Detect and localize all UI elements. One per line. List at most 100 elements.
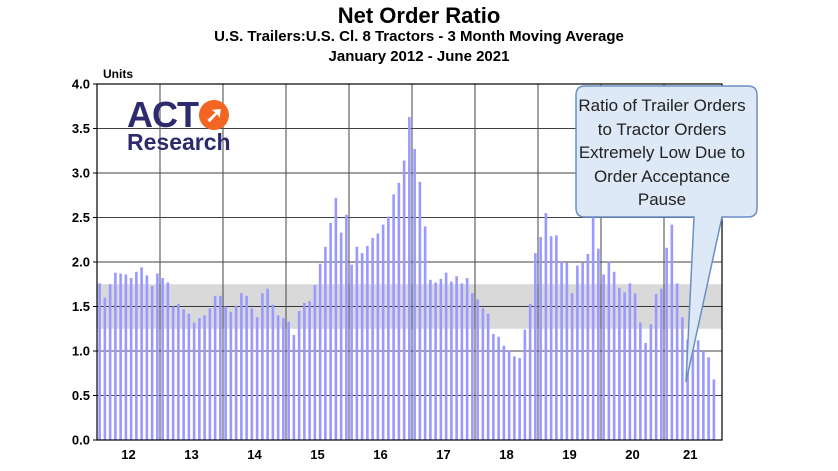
bar bbox=[145, 275, 149, 440]
bar bbox=[623, 292, 626, 440]
bar bbox=[103, 297, 107, 440]
bar bbox=[455, 276, 458, 440]
bar bbox=[234, 305, 238, 440]
bar bbox=[266, 288, 269, 440]
bar bbox=[292, 334, 296, 440]
bar bbox=[660, 288, 663, 440]
bar bbox=[628, 283, 632, 440]
bar bbox=[119, 273, 122, 440]
bar bbox=[339, 232, 343, 440]
bar bbox=[166, 282, 170, 440]
x-tick-label: 13 bbox=[184, 447, 198, 462]
bar bbox=[497, 336, 500, 440]
bar bbox=[597, 248, 600, 440]
bar bbox=[303, 302, 306, 440]
bar bbox=[486, 313, 490, 440]
bar bbox=[150, 286, 154, 440]
bar bbox=[633, 293, 637, 440]
chart-date-range: January 2012 - June 2021 bbox=[328, 48, 510, 65]
bar bbox=[670, 224, 674, 440]
y-tick-label: 4.0 bbox=[72, 77, 90, 92]
callout-bubble bbox=[575, 85, 758, 383]
x-tick-label: 17 bbox=[436, 447, 450, 462]
bar bbox=[570, 293, 574, 440]
y-tick-label: 0.0 bbox=[72, 433, 90, 448]
bar bbox=[702, 351, 705, 440]
callout-annotation: Ratio of Trailer Orders to Tractor Order… bbox=[578, 96, 746, 209]
bar bbox=[208, 308, 212, 440]
bar bbox=[282, 318, 285, 440]
bar bbox=[308, 301, 311, 440]
x-tick-label: 20 bbox=[625, 447, 639, 462]
bar bbox=[418, 181, 422, 440]
bar bbox=[576, 265, 579, 440]
y-tick-label: 0.5 bbox=[72, 388, 90, 403]
bar bbox=[229, 311, 233, 440]
bar bbox=[492, 334, 495, 440]
bar bbox=[586, 253, 590, 440]
bar bbox=[213, 295, 217, 440]
bar bbox=[654, 294, 658, 440]
bar bbox=[507, 350, 511, 440]
y-tick-label: 2.5 bbox=[72, 210, 90, 225]
bar bbox=[675, 283, 679, 440]
bar bbox=[313, 285, 317, 440]
arrow-icon: ➚ bbox=[199, 100, 229, 130]
bar bbox=[681, 317, 684, 440]
y-tick-label: 1.0 bbox=[72, 344, 90, 359]
bar bbox=[429, 279, 432, 440]
bar bbox=[360, 253, 364, 440]
bar bbox=[691, 340, 695, 440]
bar bbox=[707, 357, 710, 440]
act-research-logo: ACT ➚ Research bbox=[127, 94, 231, 155]
bar bbox=[439, 278, 443, 440]
bar bbox=[618, 287, 621, 440]
bar bbox=[129, 278, 133, 440]
bar bbox=[465, 278, 469, 440]
bar bbox=[581, 262, 584, 440]
bar bbox=[156, 273, 159, 440]
bar bbox=[187, 313, 191, 440]
bar bbox=[171, 306, 175, 440]
bar bbox=[402, 160, 406, 441]
bar bbox=[387, 216, 390, 440]
bar bbox=[549, 236, 553, 440]
bar bbox=[182, 309, 185, 440]
y-tick-label: 3.5 bbox=[72, 121, 90, 136]
bar bbox=[544, 213, 548, 440]
bar bbox=[255, 317, 259, 440]
x-tick-label: 15 bbox=[310, 447, 324, 462]
bar bbox=[523, 329, 527, 440]
y-axis-label: Units bbox=[103, 67, 133, 81]
bar bbox=[591, 204, 595, 440]
bar bbox=[318, 263, 322, 440]
bar bbox=[476, 299, 479, 440]
bar bbox=[450, 281, 453, 440]
chart-title: Net Order Ratio bbox=[337, 3, 501, 28]
bar bbox=[381, 224, 385, 440]
bar bbox=[192, 322, 196, 440]
bar bbox=[444, 272, 448, 440]
bar bbox=[528, 303, 532, 440]
y-tick-label: 3.0 bbox=[72, 166, 90, 181]
bar bbox=[502, 345, 506, 440]
bar bbox=[460, 283, 464, 440]
bar bbox=[276, 315, 280, 440]
bar bbox=[413, 148, 416, 440]
bar bbox=[203, 315, 206, 440]
bar bbox=[539, 237, 542, 440]
bar bbox=[271, 304, 275, 440]
bar bbox=[607, 261, 611, 440]
bar bbox=[560, 261, 563, 440]
bar bbox=[649, 324, 653, 440]
bar bbox=[240, 293, 243, 440]
bar bbox=[392, 194, 395, 440]
bar bbox=[565, 262, 569, 440]
bar bbox=[408, 116, 411, 441]
bar bbox=[98, 283, 101, 440]
bar bbox=[696, 340, 700, 440]
bar bbox=[329, 222, 332, 440]
bar bbox=[518, 358, 521, 440]
bar bbox=[397, 182, 401, 441]
bar bbox=[555, 235, 558, 440]
